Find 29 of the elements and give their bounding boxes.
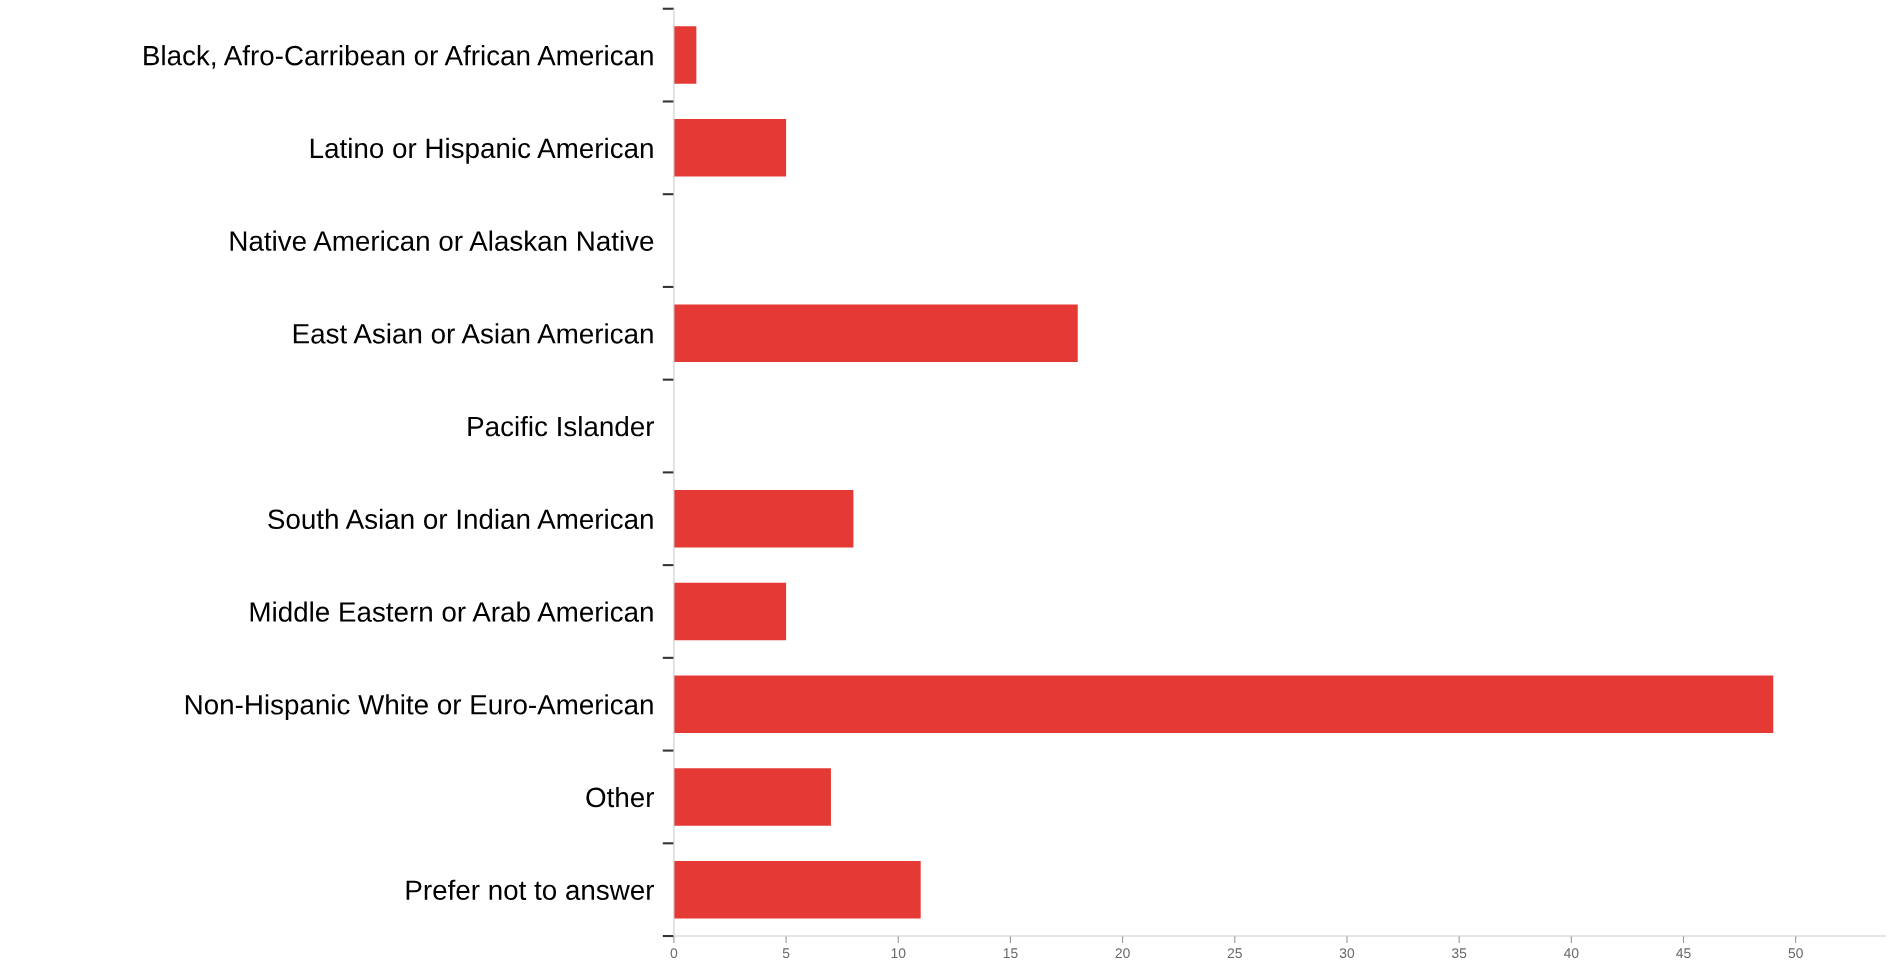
y-tick-label: Pacific Islander — [468, 415, 655, 437]
y-tick-label: East Asian or Asian American — [293, 323, 653, 344]
x-tick-label: 50 — [1788, 948, 1803, 959]
y-tick-label: Black, Afro-Carribean or African American — [144, 45, 653, 69]
x-tick-label: 10 — [891, 948, 906, 959]
bar — [673, 675, 1774, 733]
y-tick-label: Latino or Hispanic American — [310, 137, 653, 164]
x-tick-label: 5 — [782, 948, 790, 959]
x-tick-label: 25 — [1227, 948, 1242, 959]
y-tick-label: Prefer not to answer — [406, 879, 655, 901]
bar — [673, 582, 787, 641]
bar — [673, 26, 697, 84]
x-tick-label: 0 — [670, 948, 678, 959]
x-tick-label: 15 — [1003, 948, 1018, 959]
bar — [673, 490, 854, 548]
y-tick-label: Other — [586, 786, 655, 808]
y-tick-label: Non-Hispanic White or Euro-American — [185, 694, 653, 721]
x-tick-label: 20 — [1115, 948, 1130, 959]
y-tick-label: Native American or Alaskan Native — [230, 230, 654, 251]
y-tick-label: Middle Eastern or Arab American — [250, 601, 653, 622]
bar — [673, 768, 831, 826]
x-tick-label: 35 — [1451, 948, 1467, 959]
bar — [673, 860, 921, 919]
bar — [673, 304, 1078, 363]
x-tick-label: 45 — [1676, 948, 1691, 959]
bar — [673, 119, 787, 177]
y-tick-label: South Asian or Indian American — [268, 508, 653, 530]
x-tick-label: 30 — [1339, 948, 1355, 959]
x-tick-label: 40 — [1563, 948, 1579, 959]
